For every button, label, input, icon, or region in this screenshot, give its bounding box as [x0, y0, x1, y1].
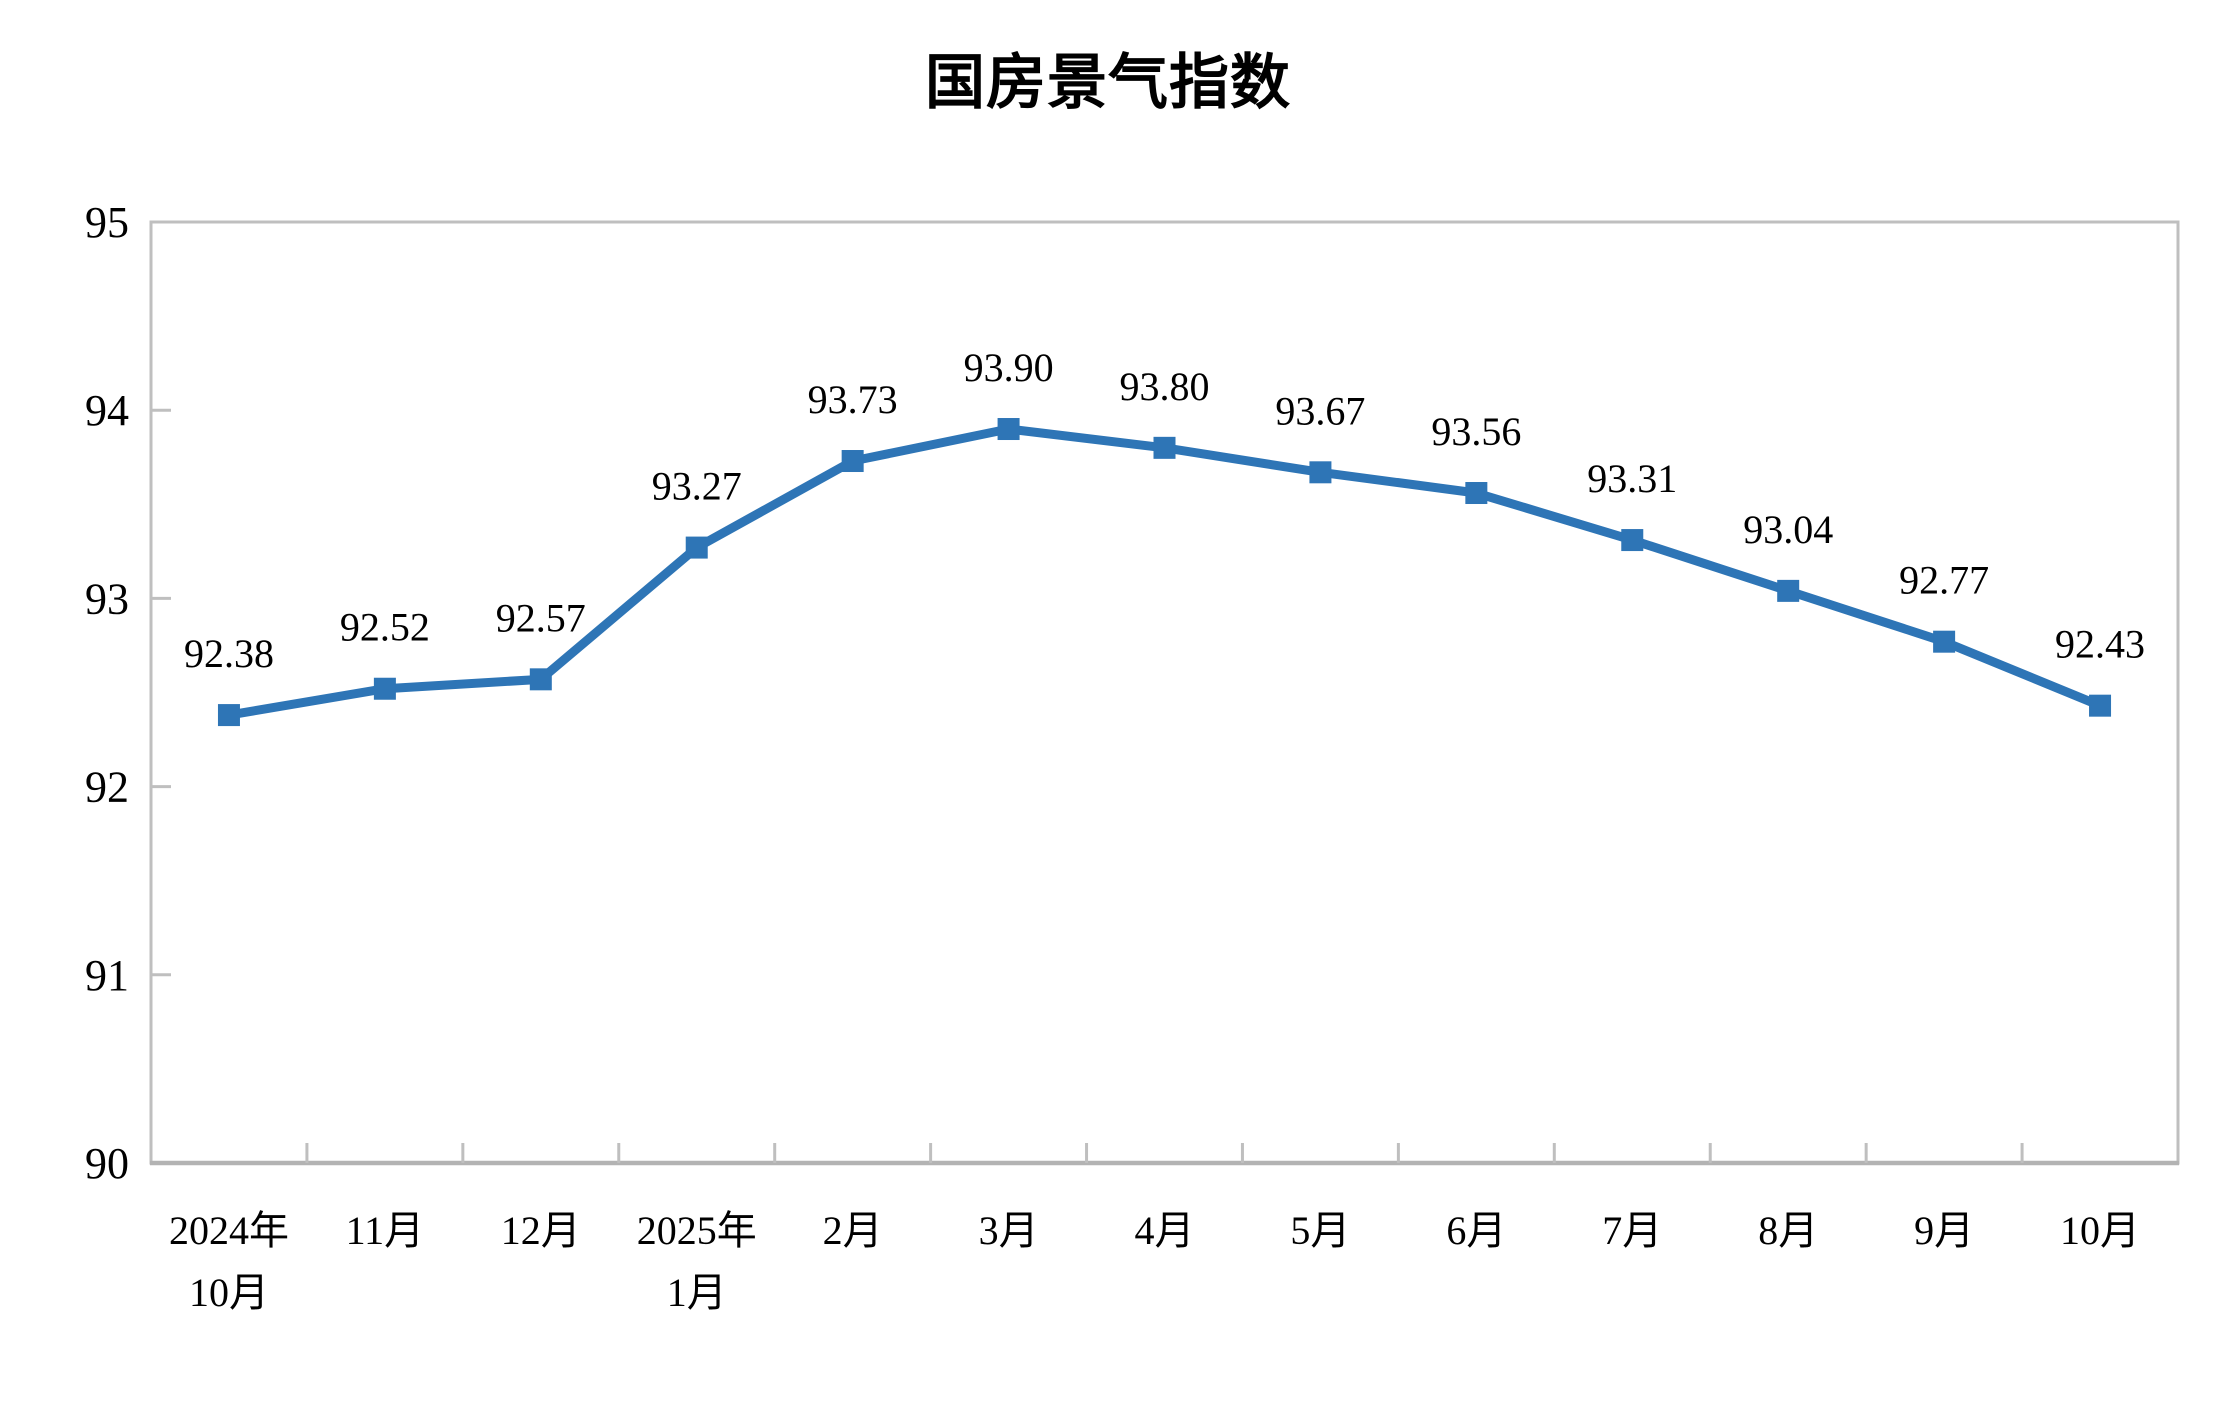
x-tick-label: 9月 — [1914, 1208, 1974, 1253]
x-tick-label: 2025年 1月 — [637, 1208, 757, 1315]
data-point-label: 93.31 — [1587, 456, 1677, 501]
data-point-marker — [685, 536, 708, 559]
x-tick-label: 5月 — [1290, 1208, 1350, 1253]
y-tick-label: 92 — [85, 763, 129, 812]
marker-layer — [217, 418, 2112, 727]
axes-layer — [149, 220, 2180, 1166]
y-tick-label: 90 — [85, 1139, 129, 1188]
data-point-marker — [1621, 529, 1644, 552]
y-axis-labels: 90 91 92 93 94 95 — [85, 198, 129, 1188]
data-point-marker — [1153, 436, 1176, 459]
x-tick-label: 6月 — [1446, 1208, 1506, 1253]
data-point-label: 92.77 — [1899, 558, 1989, 603]
series-layer — [224, 424, 2105, 720]
data-point-marker — [1777, 579, 1800, 602]
data-point-label: 93.73 — [808, 377, 898, 422]
x-tick-label: 7月 — [1602, 1208, 1662, 1253]
x-tick-label: 10月 — [2060, 1208, 2140, 1253]
data-point-marker — [217, 704, 240, 727]
y-tick-label: 95 — [85, 198, 129, 247]
data-point-marker — [1933, 630, 1956, 653]
x-tick-label: 11月 — [346, 1208, 425, 1253]
y-tick-label: 91 — [85, 951, 129, 1000]
x-axis-labels: 2024年 10月 11月 12月 2025年 1月 2月 3月 4月 5月 6月 7月 8月 9月 10月 — [169, 1208, 2140, 1315]
x-tick-label: 4月 — [1135, 1208, 1195, 1253]
data-point-label: 92.52 — [340, 605, 430, 650]
y-tick-label: 94 — [85, 386, 129, 435]
series-line — [224, 424, 2105, 720]
data-point-marker — [1309, 461, 1332, 484]
data-point-label: 92.38 — [184, 631, 274, 676]
data-point-marker — [2089, 694, 2112, 717]
x-tick-label: 2024年 10月 — [169, 1208, 289, 1315]
data-point-label: 93.67 — [1275, 388, 1365, 433]
data-point-label: 93.56 — [1431, 409, 1521, 454]
data-point-label: 93.80 — [1120, 364, 1210, 409]
data-point-marker — [373, 677, 396, 700]
data-point-marker — [841, 450, 864, 473]
data-point-label: 92.57 — [496, 595, 586, 640]
x-tick-label: 8月 — [1758, 1208, 1818, 1253]
data-label-layer: 92.38 92.52 92.57 93.27 93.73 93.90 93.80 93.67… — [184, 345, 2145, 676]
data-point-marker — [1465, 482, 1488, 505]
chart-title: 国房景气指数 — [925, 49, 1291, 116]
x-tick-label: 2月 — [823, 1208, 883, 1253]
data-point-label: 92.43 — [2055, 622, 2145, 667]
y-tick-label: 93 — [85, 574, 129, 623]
data-point-marker — [997, 418, 1020, 441]
data-point-label: 93.04 — [1743, 507, 1833, 552]
x-tick-label: 3月 — [979, 1208, 1039, 1253]
x-tick-label: 12月 — [501, 1208, 581, 1253]
data-point-marker — [529, 668, 552, 691]
data-point-label: 93.90 — [964, 345, 1054, 390]
data-point-label: 93.27 — [652, 464, 742, 509]
